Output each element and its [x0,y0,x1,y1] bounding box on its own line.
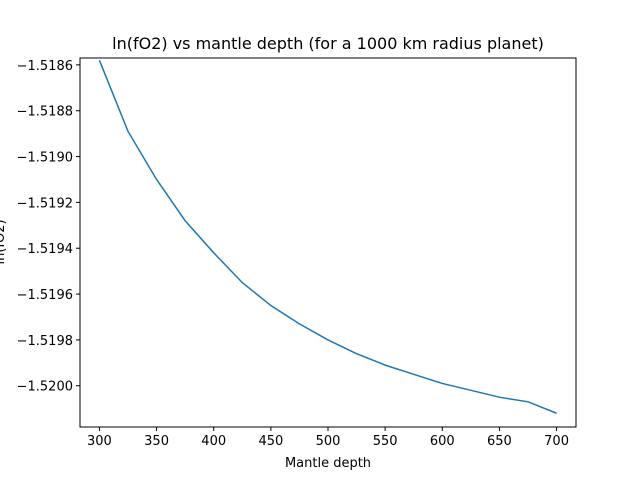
x-tick-label: 450 [258,434,283,449]
y-tick-label: −1.5200 [17,380,73,395]
y-tick-label: −1.5196 [17,288,73,303]
y-tick-label: −1.5186 [17,59,73,74]
plot-frame [79,57,577,428]
x-axis-title: Mantle depth [285,456,371,471]
x-tick-label: 550 [373,434,398,449]
x-tick-label: 500 [316,434,341,449]
y-axis: −1.5186 −1.5188 −1.5190 −1.5192 −1.5194 −1.51… [17,59,80,395]
x-tick-label: 350 [144,434,169,449]
y-tick-label: −1.5190 [17,151,73,166]
y-tick-label: −1.5192 [17,196,73,211]
series-line [98,60,557,414]
x-tick-label: 600 [430,434,455,449]
x-tick-label: 700 [544,434,569,449]
x-axis: 300 350 400 450 500 550 600 650 700 [87,427,569,449]
chart-title: ln(fO2) vs mantle depth (for a 1000 km r… [112,34,544,53]
x-tick-label: 400 [201,434,226,449]
y-tick-label: −1.5198 [17,334,73,349]
x-tick-label: 650 [487,434,512,449]
y-tick-label: −1.5188 [17,105,73,120]
y-tick-label: −1.5194 [17,242,73,257]
x-tick-label: 300 [87,434,112,449]
y-axis-title: ln(fO2) [0,219,8,264]
